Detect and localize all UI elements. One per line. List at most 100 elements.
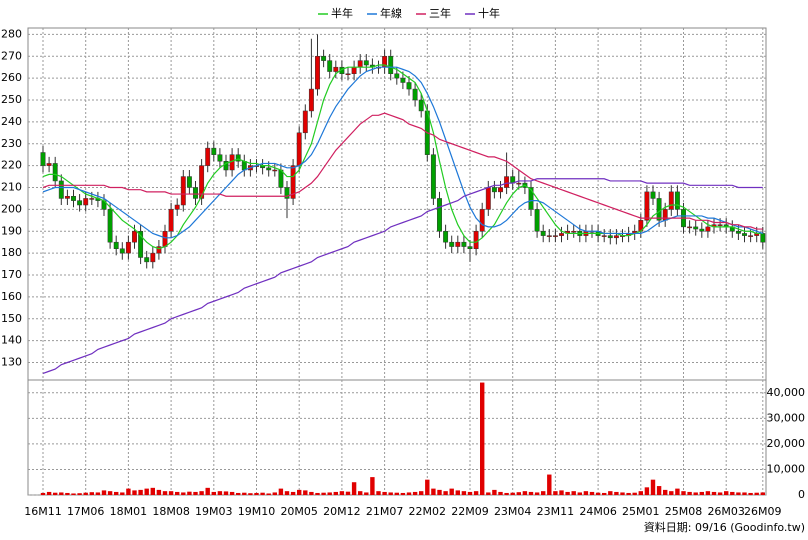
volume-bar — [449, 488, 454, 495]
volume-bar — [303, 490, 308, 495]
volume-bar — [242, 492, 247, 495]
candle-body — [467, 246, 473, 249]
volume-bar — [711, 491, 717, 495]
volume-bar — [504, 492, 509, 495]
volume-bar — [211, 491, 216, 495]
volume-bar — [419, 491, 424, 495]
candle-body — [443, 231, 449, 243]
candle-body — [302, 110, 308, 134]
y-tick-label: 260 — [1, 71, 22, 84]
volume-bar — [681, 491, 686, 495]
candle-body — [699, 228, 705, 232]
candle-body — [504, 176, 510, 188]
candle-body — [132, 231, 137, 243]
volume-bar — [620, 492, 625, 495]
volume-bar — [315, 492, 320, 495]
candle-body — [479, 209, 485, 232]
volume-bar — [547, 474, 552, 495]
volume-bar — [571, 491, 576, 495]
candle-body — [217, 154, 223, 162]
x-tick-label: 25M08 — [665, 505, 703, 518]
candle-body — [473, 231, 479, 249]
candle-body — [64, 196, 70, 199]
volume-bar — [595, 492, 601, 495]
volume-bar — [650, 479, 656, 495]
volume-bar — [162, 491, 168, 495]
y-tick-label: 270 — [1, 49, 22, 62]
volume-bar — [358, 491, 363, 495]
candle-body — [138, 231, 144, 258]
candle-body — [552, 235, 558, 237]
candle-body — [668, 191, 674, 210]
candle-body — [308, 88, 314, 112]
volume-bar — [632, 492, 637, 495]
volume-bar — [705, 491, 711, 495]
volume-bar — [46, 491, 52, 495]
volume-bar — [107, 491, 113, 495]
volume-bar — [522, 491, 528, 495]
y2-tick-label: 10,000 — [767, 462, 806, 475]
y-tick-label: 180 — [1, 246, 22, 259]
candle-body — [119, 248, 125, 254]
volume-bar — [412, 491, 418, 495]
volume-bar — [467, 491, 473, 495]
x-tick-label: 26M03 — [707, 505, 745, 518]
candle-body — [315, 56, 320, 90]
volume-bar — [724, 491, 729, 495]
volume-bar — [528, 491, 534, 495]
x-tick-label: 23M04 — [494, 505, 532, 518]
candle-body — [113, 241, 119, 249]
volume-bar — [717, 492, 723, 495]
volume-bar — [736, 492, 741, 495]
volume-bar — [394, 492, 399, 495]
candle-body — [461, 241, 467, 247]
candle-body — [534, 209, 540, 232]
volume-bar — [327, 492, 332, 495]
candle-body — [290, 165, 296, 199]
volume-bar — [223, 491, 229, 495]
volume-bar — [290, 491, 296, 495]
volume-bar — [114, 491, 119, 495]
candle-body — [656, 198, 662, 221]
volume-bar — [126, 488, 131, 495]
x-tick-label: 18M08 — [152, 505, 190, 518]
volume-bar — [583, 491, 589, 495]
candle-body — [742, 233, 747, 236]
candle-body — [394, 73, 400, 79]
candle-body — [174, 204, 180, 210]
volume-bar — [339, 491, 345, 495]
candle-body — [430, 154, 436, 199]
x-tick-label: 22M02 — [409, 505, 447, 518]
candle-body — [52, 163, 58, 182]
volume-bar — [492, 489, 497, 495]
volume-bar — [266, 493, 271, 495]
candle-body — [162, 231, 168, 247]
volume-bar — [669, 491, 674, 495]
y-tick-label: 230 — [1, 137, 22, 150]
volume-bar — [602, 492, 607, 495]
volume-bar — [656, 486, 662, 495]
volume-bar — [193, 491, 198, 495]
volume-bar — [77, 493, 82, 495]
volume-bar — [455, 490, 460, 495]
candle-body — [168, 209, 174, 232]
volume-bar — [333, 491, 338, 495]
candle-body — [540, 231, 546, 236]
volume-bar — [229, 491, 235, 495]
volume-bar — [168, 491, 174, 495]
volume-bar — [486, 492, 491, 495]
candle-body — [241, 161, 247, 171]
y-tick-label: 170 — [1, 268, 22, 281]
candle-body — [491, 187, 497, 193]
candle-body — [412, 88, 418, 101]
y-tick-label: 190 — [1, 224, 22, 237]
candle-body — [485, 187, 491, 210]
candle-body — [644, 191, 650, 221]
volume-bar — [443, 491, 448, 495]
candle-body — [193, 187, 198, 199]
candle-body — [83, 198, 89, 206]
candle-body — [613, 235, 619, 239]
volume-bar — [71, 493, 76, 495]
y-tick-label: 220 — [1, 159, 22, 172]
volume-bar — [248, 493, 253, 495]
